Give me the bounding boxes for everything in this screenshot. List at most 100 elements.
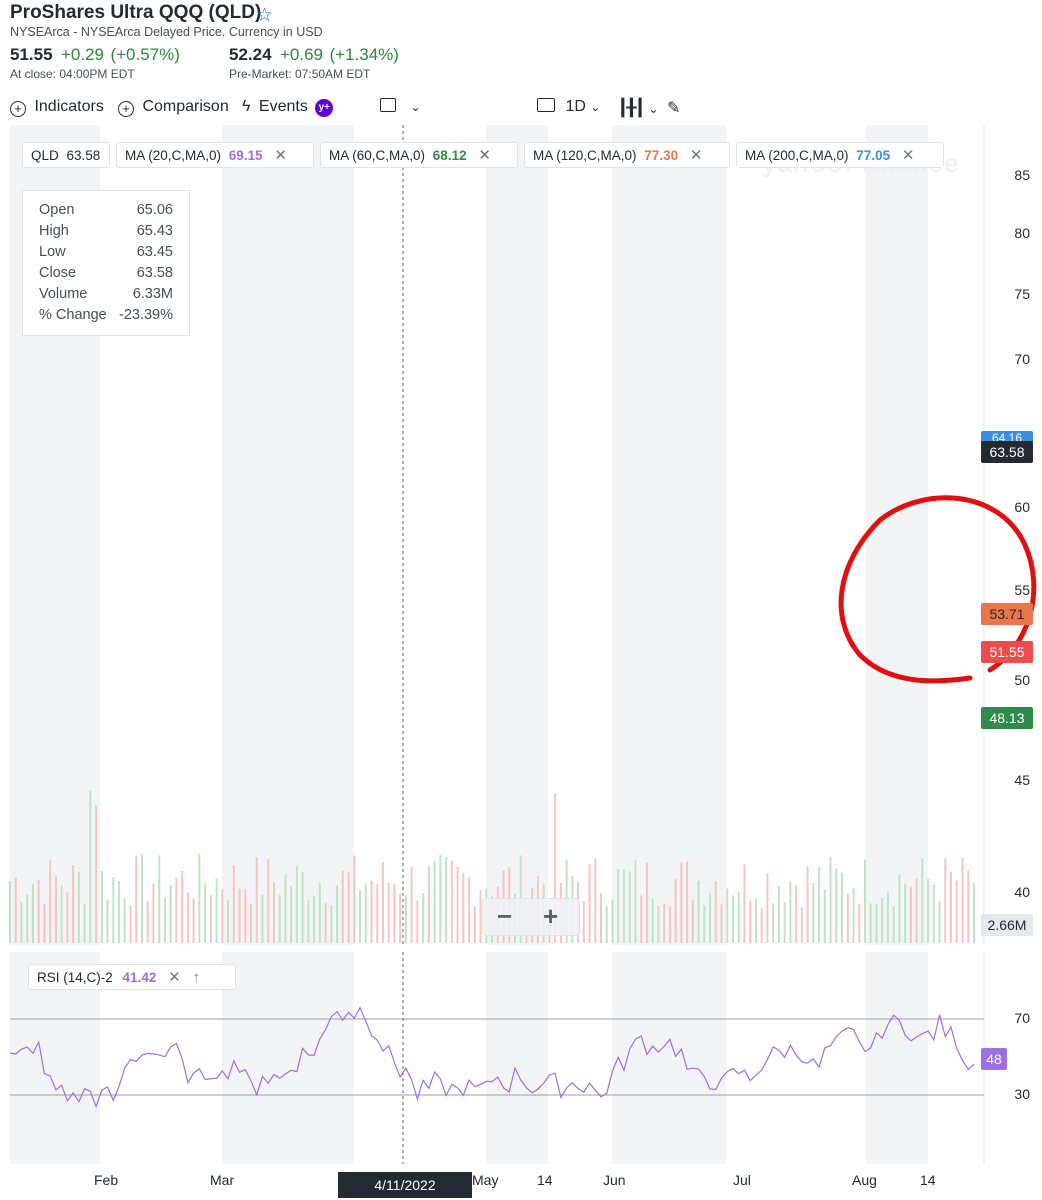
comparison-button[interactable]: + Comparison bbox=[118, 98, 229, 117]
chip-qld[interactable]: QLD 63.58 bbox=[22, 142, 110, 168]
y-tick: 50 bbox=[1014, 672, 1030, 688]
chart-toolbar: + Indicators + Comparison ϟ Events y+ ⌄ … bbox=[0, 98, 1042, 122]
volume-bar bbox=[100, 871, 103, 943]
close-icon[interactable]: ✕ bbox=[689, 147, 703, 164]
volume-bar bbox=[198, 853, 201, 943]
volume-bar bbox=[806, 866, 809, 943]
volume-bar bbox=[473, 906, 476, 943]
volume-bar bbox=[904, 883, 907, 943]
chip-ma60[interactable]: MA (60,C,MA,0) 68.12 ✕ bbox=[320, 142, 518, 168]
events-button[interactable]: ϟ Events y+ bbox=[242, 98, 334, 117]
volume-bar bbox=[691, 899, 694, 943]
ohlc-row: Volume 6.33M bbox=[39, 286, 173, 307]
chip-rsi-label: RSI (14,C)-2 bbox=[37, 970, 113, 985]
volume-bar bbox=[961, 858, 964, 943]
volume-bar bbox=[370, 880, 373, 943]
month-band bbox=[222, 125, 354, 945]
volume-bar bbox=[915, 878, 918, 943]
ma120-badge: 53.71 bbox=[981, 603, 1033, 625]
volume-bar bbox=[404, 894, 407, 943]
volume-bar bbox=[760, 907, 763, 943]
volume-bar bbox=[789, 881, 792, 943]
y-tick: 75 bbox=[1014, 286, 1030, 302]
close-icon[interactable]: ✕ bbox=[168, 969, 181, 986]
volume-bar bbox=[777, 885, 780, 943]
x-tick: Mar bbox=[210, 1172, 235, 1188]
volume-bar bbox=[336, 885, 339, 943]
volume-bar bbox=[795, 885, 798, 943]
ohlc-row: Open 65.06 bbox=[39, 202, 173, 223]
y-tick: 70 bbox=[1014, 351, 1030, 367]
close-icon[interactable]: ✕ bbox=[478, 147, 491, 164]
volume-bar bbox=[892, 906, 895, 943]
ma60-badge: 48.13 bbox=[981, 707, 1033, 729]
close-time: At close: 04:00PM EDT bbox=[10, 67, 135, 81]
ohlc-row: % Change -23.39% bbox=[39, 307, 173, 328]
ohlc-key: % Change bbox=[39, 307, 107, 323]
ohlc-value: 6.33M bbox=[132, 286, 173, 302]
month-band bbox=[612, 125, 726, 945]
volume-bar bbox=[14, 877, 17, 943]
chip-ma20-label: MA (20,C,MA,0) bbox=[125, 148, 222, 163]
x-tick: 14 bbox=[920, 1172, 936, 1188]
star-icon[interactable]: ☆ bbox=[256, 5, 274, 26]
interval-button[interactable]: 1D ⌄ bbox=[537, 98, 600, 116]
volume-bar bbox=[324, 903, 327, 943]
rsi-line bbox=[9, 1006, 975, 1109]
volume-bar bbox=[909, 887, 912, 943]
volume-bar bbox=[238, 888, 241, 943]
volume-bar bbox=[680, 862, 683, 943]
volume-bar bbox=[376, 883, 379, 943]
volume-bar bbox=[393, 883, 396, 943]
volume-bar bbox=[135, 856, 138, 943]
draw-button[interactable]: ✎ bbox=[667, 98, 680, 118]
volume-bar bbox=[950, 871, 953, 943]
ohlc-row: Close 63.58 bbox=[39, 265, 173, 286]
date-range-button[interactable]: ⌄ bbox=[380, 98, 421, 116]
ohlc-row: High 65.43 bbox=[39, 223, 173, 244]
zoom-out-button[interactable]: − bbox=[497, 901, 513, 931]
volume-bar bbox=[272, 882, 275, 943]
close-percent: (+0.57%) bbox=[110, 45, 180, 64]
chip-ma20[interactable]: MA (20,C,MA,0) 69.15 ✕ bbox=[116, 142, 314, 168]
volume-bar bbox=[433, 860, 436, 943]
volume-bar bbox=[554, 793, 557, 943]
volume-bar bbox=[232, 865, 235, 943]
volume-bar bbox=[364, 883, 367, 943]
indicators-button[interactable]: + Indicators bbox=[10, 98, 104, 117]
volume-bar bbox=[674, 878, 677, 943]
volume-bar bbox=[295, 866, 298, 943]
y-tick: 80 bbox=[1014, 225, 1030, 241]
y-tick: 45 bbox=[1014, 772, 1030, 788]
price-chart[interactable] bbox=[0, 125, 1042, 945]
volume-bar bbox=[858, 903, 861, 943]
volume-bar bbox=[622, 869, 625, 943]
chip-ma120[interactable]: MA (120,C,MA,0) 77.30 ✕ bbox=[524, 142, 730, 168]
crosshair-date: 4/11/2022 bbox=[338, 1172, 472, 1198]
y-tick: 40 bbox=[1014, 884, 1030, 900]
chip-ma200[interactable]: MA (200,C,MA,0) 77.05 ✕ bbox=[736, 142, 944, 168]
volume-bar bbox=[720, 904, 723, 943]
volume-bar bbox=[43, 903, 46, 943]
chip-rsi[interactable]: RSI (14,C)-2 41.42 ✕ ↑ bbox=[28, 964, 236, 990]
close-icon[interactable]: ✕ bbox=[901, 147, 915, 164]
volume-bar bbox=[863, 859, 866, 943]
zoom-in-button[interactable]: + bbox=[543, 901, 559, 931]
volume-bar bbox=[772, 903, 775, 943]
rsi-chart[interactable] bbox=[0, 952, 1042, 1164]
chip-ma200-label: MA (200,C,MA,0) bbox=[745, 148, 849, 163]
volume-bar bbox=[146, 901, 149, 943]
volume-bar bbox=[267, 859, 270, 943]
chevron-down-icon: ⌄ bbox=[590, 100, 601, 114]
interval-label: 1D bbox=[565, 98, 586, 115]
y-tick: 85 bbox=[1014, 167, 1030, 183]
volume-bar bbox=[387, 883, 390, 943]
candlestick-icon: ┃╂┃ bbox=[618, 100, 645, 117]
arrow-up-icon[interactable]: ↑ bbox=[192, 969, 200, 986]
close-icon[interactable]: ✕ bbox=[274, 147, 287, 164]
premarket-percent: (+1.34%) bbox=[329, 45, 399, 64]
close-change: +0.29 bbox=[61, 45, 105, 64]
volume-bar bbox=[657, 905, 660, 943]
chart-type-button[interactable]: ┃╂┃ ⌄ bbox=[618, 98, 658, 118]
volume-bar bbox=[886, 891, 889, 943]
